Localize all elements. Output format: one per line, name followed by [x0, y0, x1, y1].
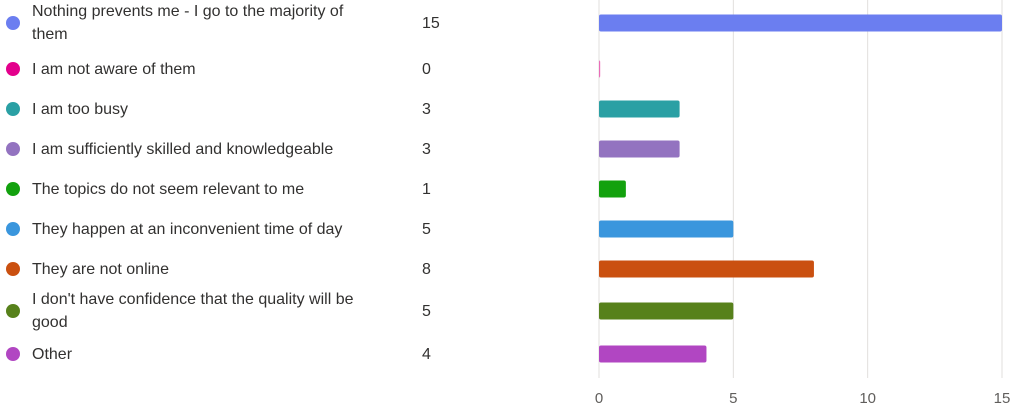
category-count: 15	[422, 14, 440, 32]
category-count: 3	[422, 100, 431, 118]
x-tick-label: 0	[595, 390, 603, 407]
bar[interactable]	[599, 302, 734, 320]
legend-color-dot	[6, 142, 20, 156]
x-tick-label: 15	[994, 390, 1011, 407]
category-label: I am sufficiently skilled and knowledgea…	[32, 140, 334, 158]
bar[interactable]	[599, 220, 734, 238]
x-tick-label: 10	[859, 390, 876, 407]
category-count: 5	[422, 220, 431, 238]
bar[interactable]	[599, 140, 680, 158]
category-label: Nothing prevents me - I go to the majori…	[32, 3, 344, 43]
category-label: I am too busy	[32, 100, 129, 118]
bar[interactable]	[599, 345, 707, 363]
legend-color-dot	[6, 102, 20, 116]
bar[interactable]	[599, 14, 1002, 32]
legend-row[interactable]: Other 4	[0, 331, 460, 377]
category-count: 1	[422, 180, 431, 198]
category-label: I don't have confidence that the quality…	[32, 291, 354, 331]
legend-color-dot	[6, 262, 20, 276]
category-count: 5	[422, 302, 431, 320]
legend: Nothing prevents me - I go to the majori…	[0, 0, 460, 408]
legend-color-dot	[6, 16, 20, 30]
legend-row[interactable]: I am not aware of them 0	[0, 46, 460, 92]
legend-row[interactable]: The topics do not seem relevant to me 1	[0, 166, 460, 212]
category-label: They happen at an inconvenient time of d…	[32, 220, 343, 238]
category-label: They are not online	[32, 260, 169, 278]
category-count: 4	[422, 345, 431, 363]
legend-row[interactable]: Nothing prevents me - I go to the majori…	[0, 0, 460, 46]
legend-row[interactable]: They happen at an inconvenient time of d…	[0, 206, 460, 252]
category-count: 0	[422, 60, 431, 78]
legend-row[interactable]: They are not online 8	[0, 246, 460, 292]
category-count: 3	[422, 140, 431, 158]
category-count: 8	[422, 260, 431, 278]
x-tick-label: 5	[729, 390, 737, 407]
legend-row[interactable]: I don't have confidence that the quality…	[0, 288, 460, 334]
legend-row[interactable]: I am too busy 3	[0, 86, 460, 132]
bar[interactable]	[599, 180, 626, 198]
legend-color-dot	[6, 347, 20, 361]
bar[interactable]	[599, 100, 680, 118]
bar[interactable]	[599, 60, 601, 78]
legend-row[interactable]: I am sufficiently skilled and knowledgea…	[0, 126, 460, 172]
legend-color-dot	[6, 304, 20, 318]
legend-color-dot	[6, 182, 20, 196]
category-label: I am not aware of them	[32, 60, 196, 78]
legend-color-dot	[6, 222, 20, 236]
category-label: Other	[32, 345, 73, 363]
bar[interactable]	[599, 260, 814, 278]
legend-color-dot	[6, 62, 20, 76]
category-label: The topics do not seem relevant to me	[32, 180, 305, 198]
